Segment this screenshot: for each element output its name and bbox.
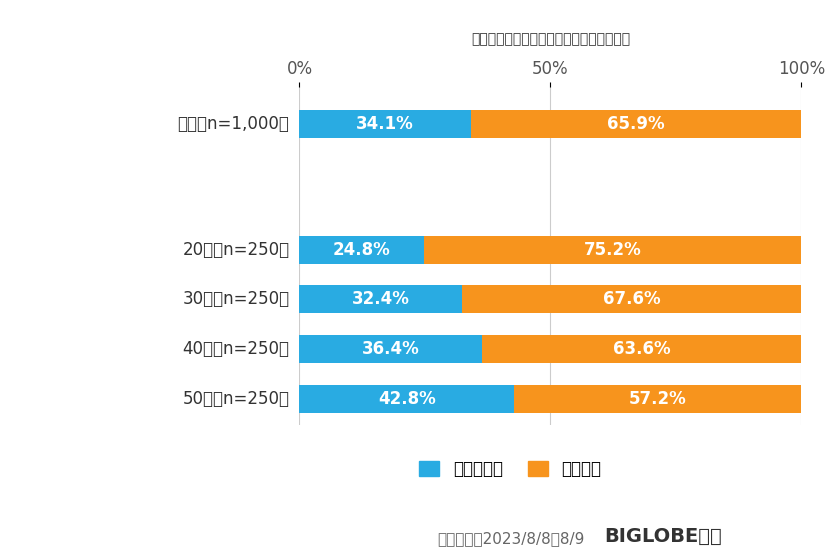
Text: 50代（n=250）: 50代（n=250） <box>182 390 290 408</box>
Text: 30代（n=250）: 30代（n=250） <box>182 291 290 309</box>
Bar <box>424 236 801 264</box>
Text: 調査期間：2023/8/8～8/9: 調査期間：2023/8/8～8/9 <box>437 531 584 546</box>
Bar <box>300 335 482 363</box>
Text: 32.4%: 32.4% <box>352 291 410 309</box>
Text: 40代（n=250）: 40代（n=250） <box>182 340 290 358</box>
Text: 42.8%: 42.8% <box>378 390 436 408</box>
Bar <box>300 110 470 138</box>
Text: 65.9%: 65.9% <box>607 115 664 133</box>
Bar <box>300 236 424 264</box>
Title: 防災の日が何月何日であるか知っているか: 防災の日が何月何日であるか知っているか <box>471 32 630 46</box>
Text: 63.6%: 63.6% <box>613 340 670 358</box>
Bar <box>462 286 801 313</box>
Bar <box>514 385 801 413</box>
Bar <box>482 335 801 363</box>
Bar <box>470 110 801 138</box>
Bar <box>300 286 462 313</box>
Text: 34.1%: 34.1% <box>356 115 414 133</box>
Text: 36.4%: 36.4% <box>362 340 420 358</box>
Legend: 知っている, 知らない: 知っている, 知らない <box>419 460 601 478</box>
Text: 75.2%: 75.2% <box>584 241 642 259</box>
Text: 67.6%: 67.6% <box>603 291 660 309</box>
Text: 全体（n=1,000）: 全体（n=1,000） <box>177 115 290 133</box>
Text: 57.2%: 57.2% <box>629 390 687 408</box>
Text: BIGLOBE調べ: BIGLOBE調べ <box>605 527 722 546</box>
Bar <box>300 385 514 413</box>
Text: 20代（n=250）: 20代（n=250） <box>182 241 290 259</box>
Text: 24.8%: 24.8% <box>333 241 391 259</box>
